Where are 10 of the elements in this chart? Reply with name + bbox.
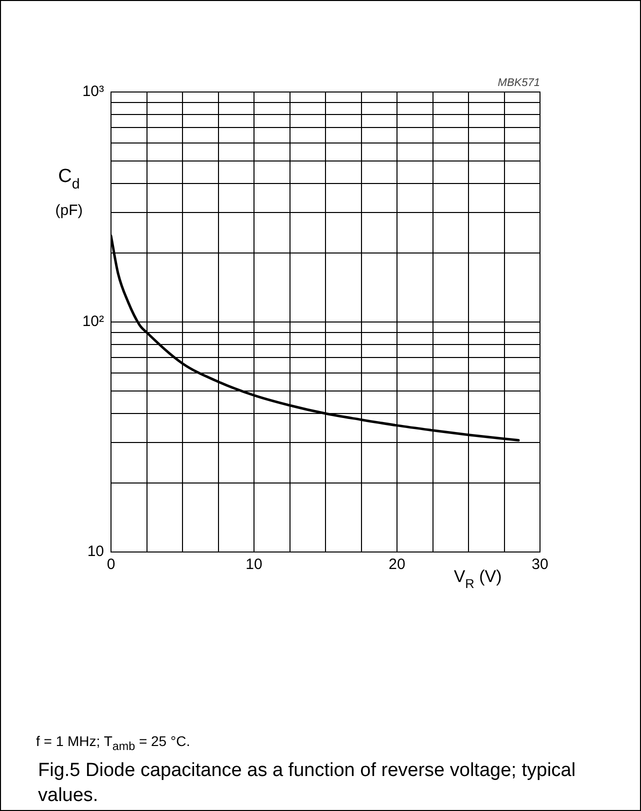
y-tick-label: 10³ xyxy=(82,83,104,100)
text: MBK571 xyxy=(498,77,540,89)
y-tick-label: 10 xyxy=(87,543,104,560)
text: f = 1 MHz; T$_{amb}$ = 25 °C. xyxy=(36,733,190,753)
y-tick-label: 10² xyxy=(82,313,104,330)
x-tick-label: 30 xyxy=(532,556,548,574)
x-tick-label: 10 xyxy=(246,556,262,574)
x-tick-label: 0 xyxy=(106,556,116,574)
x-tick-label: 20 xyxy=(388,556,406,574)
text: Fig.5 Diode capacitance as a function of reverse voltage; typical values. xyxy=(38,759,577,808)
